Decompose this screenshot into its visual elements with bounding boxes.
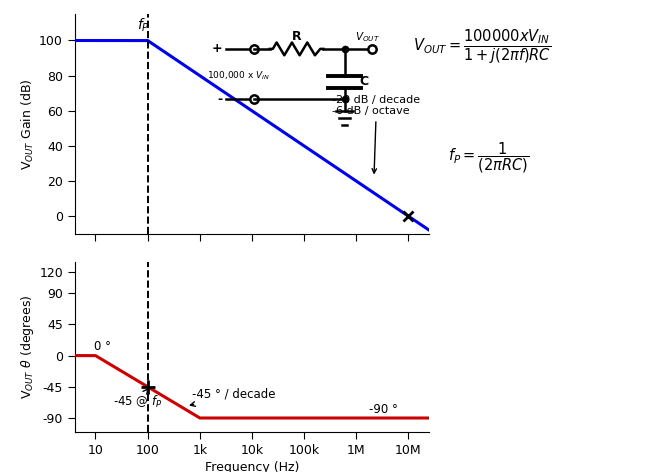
Text: $V_{OUT} = \dfrac{100000xV_{IN}}{1 + j(2\pi f)RC}$: $V_{OUT} = \dfrac{100000xV_{IN}}{1 + j(2… [413,27,551,66]
Y-axis label: V$_{OUT}$ $\theta$ (degrees): V$_{OUT}$ $\theta$ (degrees) [20,295,36,399]
Y-axis label: V$_{OUT}$ Gain (dB): V$_{OUT}$ Gain (dB) [20,78,36,169]
Text: -45 ° / decade: -45 ° / decade [190,388,275,406]
Text: $f_P = \dfrac{1}{( 2\pi RC)}$: $f_P = \dfrac{1}{( 2\pi RC)}$ [448,141,530,176]
X-axis label: Frequency (Hz): Frequency (Hz) [205,461,299,472]
Text: R: R [292,30,302,43]
Text: $f_P$: $f_P$ [136,17,150,34]
Text: 0 °: 0 ° [94,340,111,353]
Text: -: - [218,93,222,106]
Text: -90 °: -90 ° [369,403,398,416]
Text: 100,000 x $V_{IN}$: 100,000 x $V_{IN}$ [207,69,270,82]
Text: +: + [212,42,222,55]
Text: C: C [359,75,369,88]
Text: $V_{OUT}$: $V_{OUT}$ [355,30,380,44]
Text: -20 dB / decade
-6 dB / octave: -20 dB / decade -6 dB / octave [332,95,421,173]
Text: -45 @ $f_P$: -45 @ $f_P$ [113,388,163,410]
